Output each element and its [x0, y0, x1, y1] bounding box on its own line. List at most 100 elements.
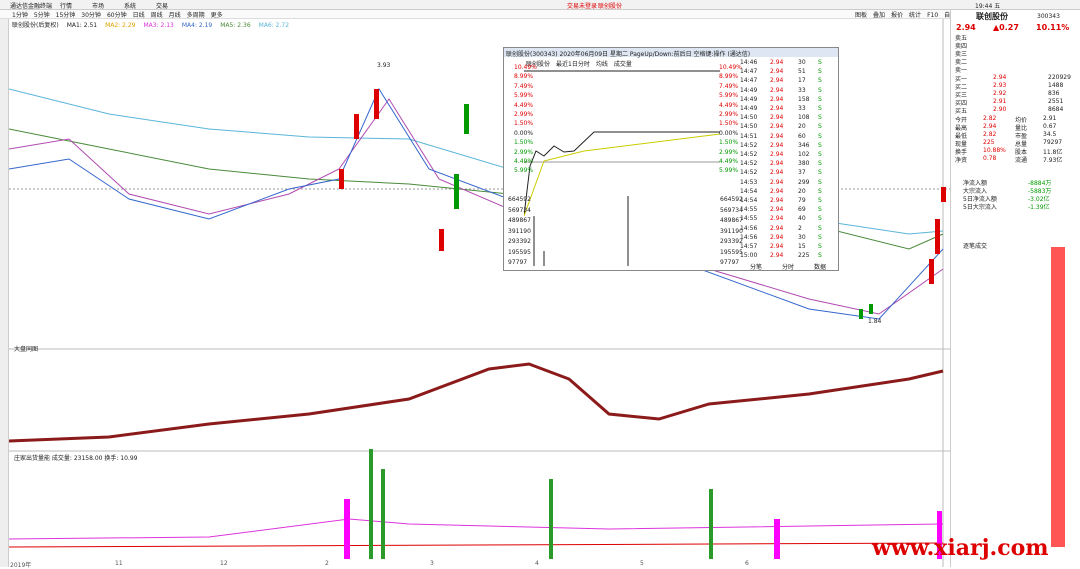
tick-cell: S [818, 252, 822, 260]
tick-cell: 14:49 [740, 105, 758, 112]
tick-cell: 14:54 [740, 197, 758, 204]
period-tab: 月线 [168, 12, 181, 19]
tick-cell: 14:49 [740, 86, 758, 94]
period-tab: 更多 [210, 12, 223, 19]
tick-cell: 108 [798, 114, 810, 122]
tick-cell: S [818, 132, 822, 140]
tick-cell: 2.94 [770, 187, 784, 195]
tick-row: 14:57 2.94 15 S [740, 243, 836, 252]
ma-label: MA3: 2.13 [143, 22, 174, 29]
pct-tick: 0.00% [514, 129, 534, 137]
quote-row: 卖三 [953, 49, 1079, 58]
quote-cell: 卖一 [955, 67, 968, 74]
tick-cell: 14:47 [740, 77, 758, 85]
quote-cell: 2.82 [983, 131, 997, 138]
pct-tick: 7.49% [719, 82, 739, 90]
quote-row: 大宗流入 -5883万 [953, 186, 1079, 195]
popup-footer-tab: 分笔 [750, 264, 763, 271]
pct-tick: 2.99% [719, 148, 739, 156]
tick-cell: 37 [798, 169, 806, 177]
tick-cell: S [818, 169, 822, 177]
tick-cell: S [818, 114, 822, 122]
quote-row: 买三 2.92 836 [953, 90, 1079, 99]
pct-tick: 2.99% [514, 111, 534, 118]
period-tab: 日线 [132, 12, 145, 19]
tool: F10 [927, 12, 939, 19]
low-label: 1.84 [868, 318, 882, 325]
tick-cell: S [818, 187, 822, 195]
tick-cell: 2.94 [770, 252, 784, 260]
tick-cell: 14:52 [740, 141, 758, 149]
stock-code: 300343 [1037, 13, 1060, 20]
pct-tick: 5.99% [719, 92, 739, 100]
tool: 报价 [891, 12, 904, 19]
tick-cell: 17 [798, 77, 806, 85]
tick-cell: 2.94 [770, 215, 784, 223]
tick-cell: 14:47 [740, 68, 758, 76]
quote-cell: 225 [983, 139, 995, 146]
popup-footer-tab: 数据 [814, 264, 827, 271]
date-tick: 6 [745, 560, 749, 567]
quote-cell: -8884万 [1028, 180, 1052, 187]
tick-cell: 2.94 [770, 160, 784, 168]
tick-row: 14:54 2.94 20 S [740, 188, 836, 197]
tick-cell: 79 [798, 197, 806, 204]
tick-cell: 51 [798, 68, 806, 76]
tool: 统计 [909, 12, 922, 19]
popup-tab: 联创股份 [526, 61, 551, 68]
quote-row: 换手 10.88% 股本 11.8亿 [953, 147, 1079, 156]
tick-row: 14:46 2.94 30 S [740, 59, 836, 68]
tick-cell: 2.94 [770, 68, 784, 76]
tick-cell: S [818, 197, 822, 204]
tick-cell: 30 [798, 233, 806, 241]
period-tab: 5分钟 [33, 12, 50, 19]
date-tick: 2 [325, 560, 329, 567]
tick-row: 14:52 2.94 102 S [740, 151, 836, 160]
tools: 图板叠加报价统计F10自选 [855, 10, 962, 19]
tick-cell: 14:56 [740, 224, 758, 232]
vol-tick: 664592 [720, 196, 743, 203]
quote-row: 卖四 [953, 41, 1079, 50]
period-tab: 30分钟 [81, 12, 101, 19]
quote-cell: 卖三 [955, 51, 968, 58]
quote-cell: 市盈 [1015, 133, 1028, 140]
quote-row: 卖五 [953, 33, 1079, 42]
tick-cell: 14:53 [740, 178, 758, 186]
quote-row: 卖一 [953, 65, 1079, 74]
period-tab: 15分钟 [55, 12, 76, 19]
tick-cell: 14:52 [740, 160, 758, 168]
vol-tick: 293392 [508, 238, 531, 245]
tick-cell: 299 [798, 178, 810, 186]
tick-cell: 14:46 [740, 59, 758, 66]
quote-row: 买一 2.94 220929 [953, 74, 1079, 83]
quote-cell: 流通 [1015, 157, 1028, 164]
pct-tick: 5.99% [514, 92, 534, 100]
tick-cell: 2.94 [770, 132, 784, 140]
tick-cell: S [818, 68, 822, 76]
date-tick: 2019年 [10, 562, 32, 569]
tick-cell: S [818, 178, 822, 186]
quote-cell: 0.78 [983, 155, 997, 162]
date-tick: 5 [640, 560, 644, 567]
quote-row: 现量 225 总量 79297 [953, 139, 1079, 148]
quote-cell: 换手 [955, 149, 968, 156]
popup-tab: 成交量 [613, 61, 632, 68]
vol-tick: 489867 [720, 217, 743, 224]
titlebar: 通达信金融终端 行情 市场 系统 交易 交易未登录 联创股份 19:44 五 [0, 0, 1080, 10]
quote-cell: 买四 [955, 100, 968, 107]
quote-cell: 1488 [1048, 82, 1064, 89]
quote-cell: 总量 [1015, 141, 1028, 148]
tick-cell: 2.94 [770, 197, 784, 204]
popup-title: 联创股份(300343) 2020年06月09日 星期二 PageUp/Down… [506, 51, 751, 58]
tick-cell: 2.94 [770, 59, 784, 66]
pct-tick: 1.50% [719, 120, 739, 128]
tick-cell: S [818, 206, 822, 214]
vol-tick: 391190 [508, 227, 531, 235]
date-tick: 12 [220, 560, 228, 567]
tick-cell: S [818, 160, 822, 168]
quote-cell: 79297 [1043, 139, 1063, 146]
tick-cell: 225 [798, 252, 810, 260]
tick-cell: 158 [798, 95, 810, 103]
tick-cell: S [818, 95, 822, 103]
quote-row: 买五 2.90 8684 [953, 106, 1079, 115]
